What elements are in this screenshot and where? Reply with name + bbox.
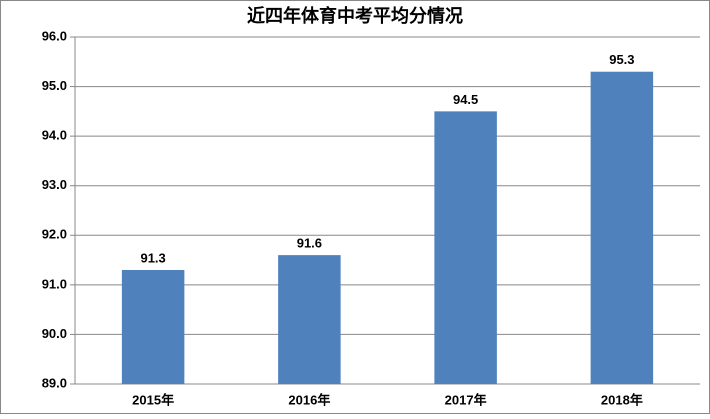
chart-title: 近四年体育中考平均分情况: [247, 5, 463, 26]
y-tick-label: 93.0: [42, 177, 67, 192]
bar: [434, 111, 497, 384]
value-label: 91.3: [140, 250, 165, 265]
x-tick-label: 2016年: [288, 392, 330, 407]
x-tick-label: 2015年: [132, 392, 174, 407]
y-tick-label: 91.0: [42, 276, 67, 291]
y-tick-label: 94.0: [42, 128, 67, 143]
y-tick-label: 96.0: [42, 28, 67, 43]
value-label: 95.3: [609, 52, 634, 67]
value-label: 91.6: [297, 236, 322, 251]
y-tick-label: 92.0: [42, 227, 67, 242]
y-tick-label: 90.0: [42, 326, 67, 341]
bar: [278, 255, 341, 384]
value-label: 94.5: [453, 92, 478, 107]
y-tick-label: 89.0: [42, 375, 67, 390]
x-tick-label: 2018年: [601, 392, 643, 407]
bar: [121, 269, 185, 384]
bar: [590, 71, 654, 384]
x-tick-label: 2017年: [445, 392, 487, 407]
y-tick-label: 95.0: [42, 78, 67, 93]
